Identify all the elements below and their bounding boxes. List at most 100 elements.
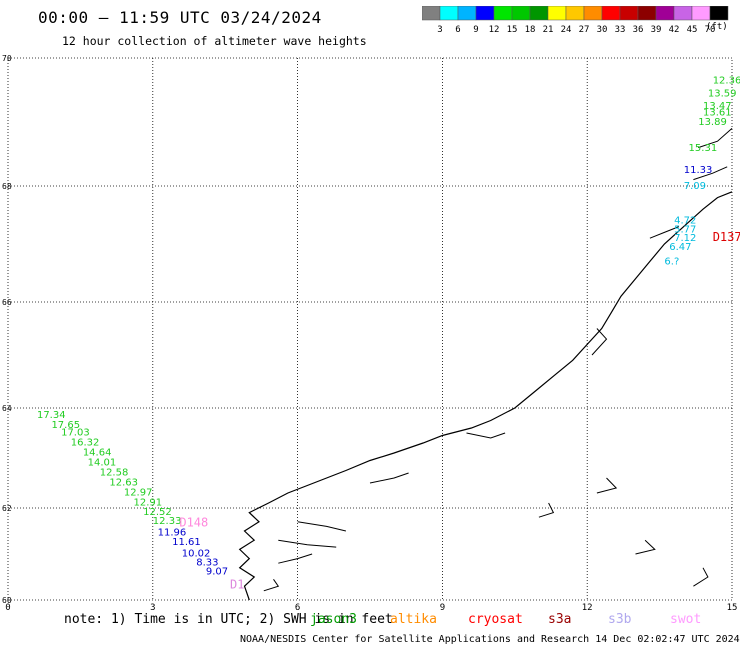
coast-fragment [591, 328, 608, 356]
x-tick-label: 6 [295, 603, 300, 612]
norway-coastline [238, 128, 733, 601]
coast-fragment [649, 226, 680, 239]
wave-height-value: 7.09 [684, 181, 706, 192]
wave-height-value: 11.33 [684, 165, 713, 176]
color-scale-label: 36 [633, 25, 644, 35]
wave-height-value: 12.91 [133, 498, 162, 509]
y-tick-label: 68 [2, 182, 12, 191]
satellite-legend: jason3 altika cryosat s3a s3b swot [0, 612, 740, 632]
x-tick-label: 9 [440, 603, 445, 612]
satellite-legend-swot: swot [670, 612, 702, 627]
y-tick-label: 66 [2, 298, 12, 307]
color-scale-unit: (ft) [706, 22, 728, 32]
satellite-legend-altika: altika [390, 612, 437, 627]
coast-fragment [538, 502, 555, 518]
page-title: 00:00 – 11:59 UTC 03/24/2024 [38, 8, 322, 27]
color-swatch [709, 6, 729, 21]
wave-height-value: 12.63 [109, 478, 138, 489]
pass-markers: D137 D148 D1 [179, 230, 740, 591]
pass-id-label: D137 [713, 230, 740, 244]
wave-height-value: 13.89 [698, 117, 727, 128]
coast-fragment [369, 472, 409, 484]
wave-height-value: 9.07 [206, 567, 228, 578]
wave-height-value: 8.33 [196, 558, 218, 569]
wave-height-value: 14.64 [83, 448, 112, 459]
color-scale-label: 45 [687, 25, 698, 35]
coast-fragment [698, 128, 733, 149]
coast-fragment [693, 166, 728, 181]
wave-height-value: 12.58 [100, 468, 129, 479]
color-scale-label: 12 [489, 25, 500, 35]
wave-height-value: 4.72 [674, 216, 696, 227]
color-scale-label: 21 [543, 25, 554, 35]
wave-height-value: 16.32 [71, 438, 100, 449]
coast-fragment [278, 553, 313, 564]
altimeter-tracks: 17.3417.6517.0316.3214.6414.0112.5812.63… [37, 76, 740, 578]
wave-height-value: 12.36 [713, 76, 740, 87]
footnote-text: note: 1) Time is in UTC; 2) SWH is in fe… [64, 612, 393, 627]
color-scale-label: 30 [597, 25, 608, 35]
y-tick-label: 70 [2, 54, 12, 63]
wave-height-map: 0 3 6 9 12 15 70 68 66 64 62 60 17.3417.6517.0316.3… [2, 54, 740, 612]
axis-ticks: 0 3 6 9 12 15 70 68 66 64 62 60 [2, 54, 737, 612]
credit-line: NOAA/NESDIS Center for Satellite Applica… [240, 634, 740, 645]
wave-height-value: 6.47 [669, 242, 691, 253]
coast-fragment [596, 477, 618, 494]
color-scale-label: 70 [705, 25, 716, 35]
map-border [7, 57, 733, 601]
wave-height-value: 14.01 [88, 458, 117, 469]
color-scale-label: 3 [437, 25, 442, 35]
x-tick-label: 0 [5, 603, 10, 612]
color-scale-label: 27 [579, 25, 590, 35]
wave-height-value: 13.47 [703, 101, 732, 112]
satellite-legend-s3a: s3a [548, 612, 572, 627]
map-grid [7, 57, 733, 601]
wave-height-value: 13.61 [703, 108, 732, 119]
color-scale-label: 24 [561, 25, 572, 35]
coast-fragment [263, 579, 280, 592]
coast-fragment [278, 539, 337, 548]
y-tick-label: 62 [2, 504, 12, 513]
pass-id-label: D148 [179, 515, 208, 529]
wave-height-value: 12.52 [143, 507, 172, 518]
coast-fragment [635, 539, 656, 555]
color-scale-label: 33 [615, 25, 626, 35]
coast-fragment [297, 521, 347, 532]
wave-height-value: 11.96 [158, 528, 187, 539]
wave-height-value: 10.02 [182, 548, 211, 559]
coastline-main [238, 191, 733, 601]
wave-height-value: 7.12 [674, 233, 696, 244]
y-tick-label: 60 [2, 596, 12, 605]
pass-id-label: D1 [230, 578, 244, 592]
wave-height-value: 6.? [664, 256, 679, 267]
color-scale-label: 6 [455, 25, 460, 35]
color-scale-label: 39 [651, 25, 662, 35]
wave-height-value: 5.77 [674, 224, 696, 235]
wave-height-value: 17.65 [51, 420, 80, 431]
color-scale-label: 9 [473, 25, 478, 35]
x-tick-label: 15 [727, 603, 738, 612]
wave-height-value: 17.34 [37, 410, 66, 421]
color-scale-label: 15 [507, 25, 518, 35]
y-tick-label: 64 [2, 404, 12, 413]
color-scale-label: 18 [525, 25, 536, 35]
satellite-legend-cryosat: cryosat [468, 612, 523, 627]
satellite-legend-jason3: jason3 [310, 612, 357, 627]
wave-height-value: 12.33 [153, 516, 182, 527]
wave-height-value: 12.97 [124, 488, 153, 499]
color-scale-label: 42 [669, 25, 680, 35]
color-scale-legend: 3 6 9 12 15 18 21 24 27 30 33 36 39 42 45 70 [422, 6, 729, 35]
x-tick-label: 12 [582, 603, 593, 612]
footnote: note: 1) Time is in UTC; 2) SWH is in fe… [64, 612, 393, 627]
wave-height-value: 11.61 [172, 537, 201, 548]
wave-height-value: 15.31 [689, 143, 718, 154]
wave-height-value: 17.03 [61, 428, 90, 439]
coast-fragment [466, 432, 506, 439]
x-tick-label: 3 [150, 603, 155, 612]
track-cyan: 7.09 4.725.777.126.47 6.? [664, 181, 706, 267]
page-subtitle: 12 hour collection of altimeter wave hei… [62, 34, 367, 48]
coast-fragment [693, 567, 709, 587]
satellite-legend-s3b: s3b [608, 612, 632, 627]
